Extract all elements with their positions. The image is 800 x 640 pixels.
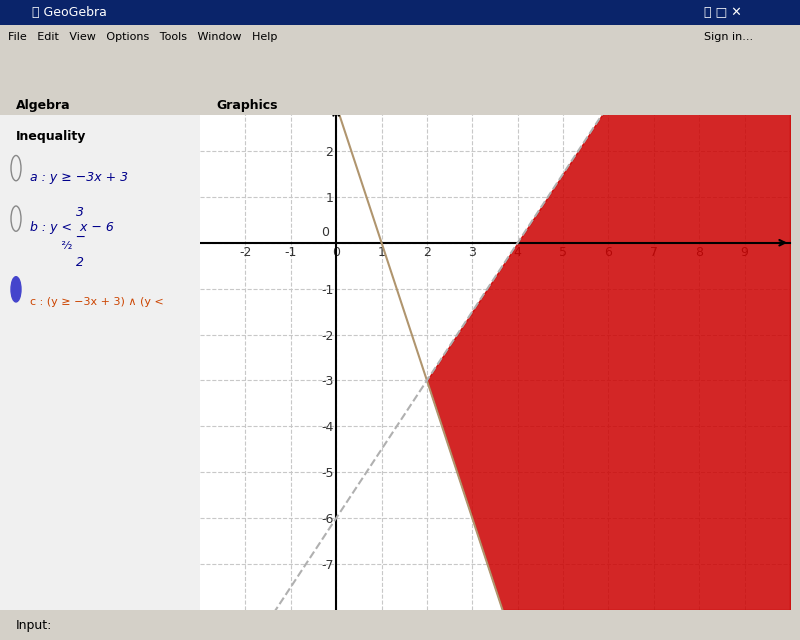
Text: b : y <  x − 6: b : y < x − 6	[30, 221, 114, 234]
Text: a : y ≥ −3x + 3: a : y ≥ −3x + 3	[30, 171, 128, 184]
Text: ─: ─	[76, 231, 83, 244]
Text: Input:: Input:	[16, 618, 52, 632]
Text: 2: 2	[76, 257, 84, 269]
Text: File   Edit   View   Options   Tools   Window   Help: File Edit View Options Tools Window Help	[8, 33, 278, 42]
Text: 3: 3	[76, 206, 84, 219]
Text: Graphics: Graphics	[216, 99, 278, 111]
Text: ²⁄₂: ²⁄₂	[30, 241, 72, 252]
Text: Algebra: Algebra	[16, 99, 70, 111]
Text: c : (y ≥ −3x + 3) ∧ (y <: c : (y ≥ −3x + 3) ∧ (y <	[30, 297, 164, 307]
Text: － □ ✕: － □ ✕	[704, 6, 742, 19]
Text: Inequality: Inequality	[16, 131, 86, 143]
Circle shape	[11, 276, 21, 302]
Text: Sign in...: Sign in...	[704, 33, 753, 42]
Text: 0: 0	[322, 226, 330, 239]
Text: 🪟 GeoGebra: 🪟 GeoGebra	[32, 6, 107, 19]
